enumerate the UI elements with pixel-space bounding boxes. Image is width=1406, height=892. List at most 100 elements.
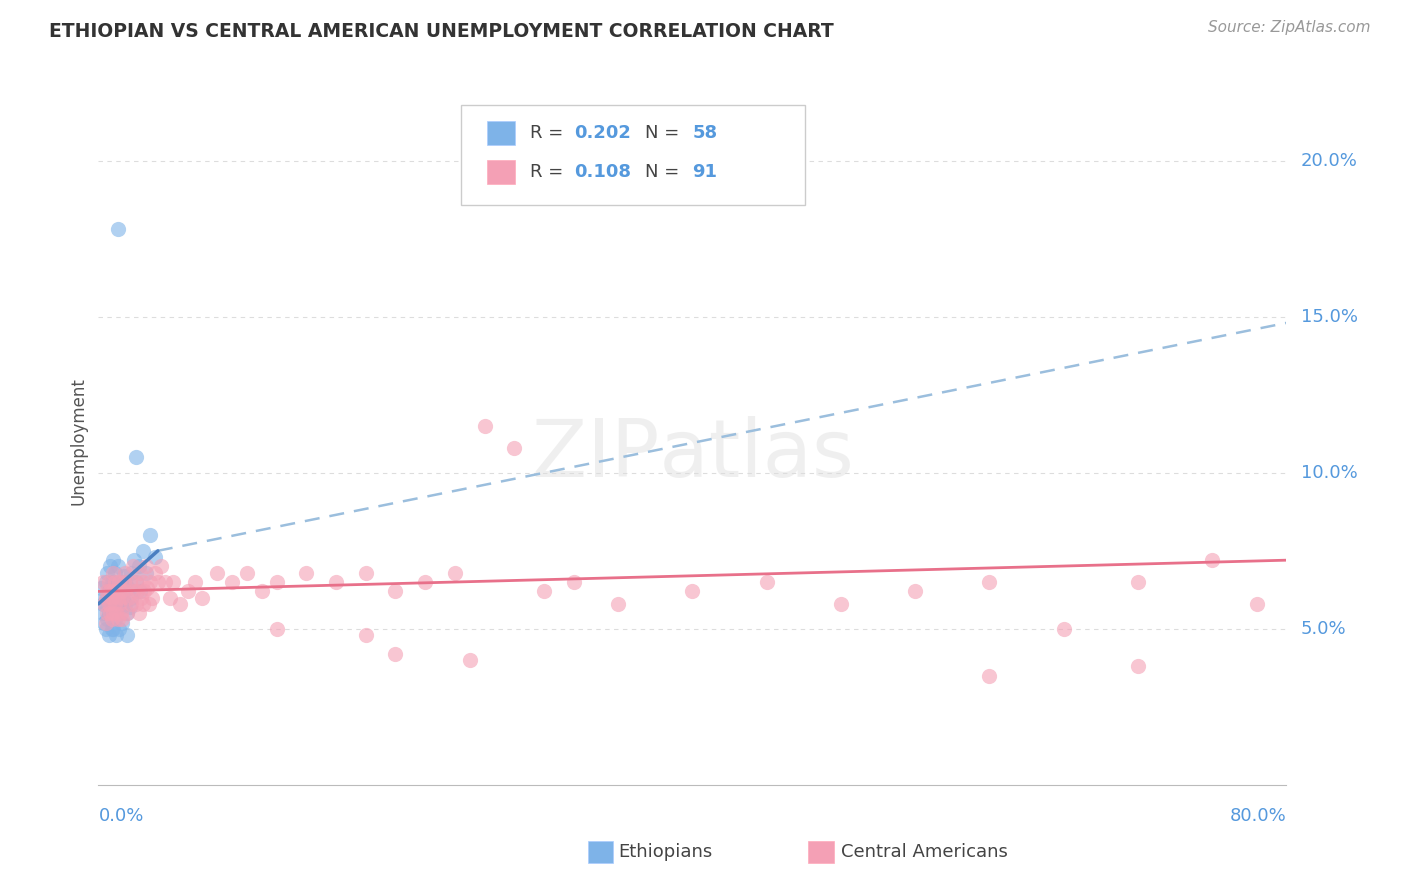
Point xyxy=(354,628,377,642)
Text: 0.202: 0.202 xyxy=(574,124,630,142)
Point xyxy=(1053,622,1076,636)
Point xyxy=(413,574,436,589)
Point xyxy=(205,566,228,580)
Point xyxy=(1126,574,1149,589)
Point xyxy=(97,574,120,589)
Point xyxy=(458,653,481,667)
Text: 80.0%: 80.0% xyxy=(1230,807,1286,825)
Point xyxy=(562,574,585,589)
Point xyxy=(122,553,145,567)
Point xyxy=(120,566,142,580)
Text: N =: N = xyxy=(645,163,685,181)
Point xyxy=(125,584,148,599)
Point xyxy=(136,582,159,596)
Point xyxy=(112,594,135,608)
Point xyxy=(90,582,112,596)
Point xyxy=(681,584,703,599)
Point xyxy=(830,597,852,611)
Point xyxy=(141,591,163,605)
Point xyxy=(107,559,129,574)
Point xyxy=(107,222,129,236)
Point xyxy=(443,566,465,580)
Point xyxy=(121,559,143,574)
Text: Ethiopians: Ethiopians xyxy=(619,843,713,861)
Point xyxy=(124,574,146,589)
Point xyxy=(112,569,135,583)
Point xyxy=(108,597,131,611)
FancyBboxPatch shape xyxy=(486,160,516,184)
Point xyxy=(94,574,117,589)
Point xyxy=(184,574,207,589)
Point xyxy=(101,591,124,605)
Point xyxy=(96,607,118,621)
Point xyxy=(221,574,243,589)
Point xyxy=(503,441,526,455)
Point xyxy=(191,591,214,605)
Point xyxy=(134,584,156,599)
Point xyxy=(91,574,114,589)
Point xyxy=(101,613,124,627)
Point xyxy=(138,597,160,611)
Text: R =: R = xyxy=(530,124,568,142)
Point xyxy=(96,584,118,599)
Point xyxy=(111,613,134,627)
Point xyxy=(93,615,115,630)
Point xyxy=(105,607,128,621)
Point xyxy=(112,574,135,589)
Point xyxy=(384,584,406,599)
Point xyxy=(110,574,132,589)
Point xyxy=(108,574,131,589)
Point xyxy=(904,584,927,599)
Point xyxy=(110,584,132,599)
Point xyxy=(266,622,288,636)
Point xyxy=(110,599,132,614)
Text: 0.108: 0.108 xyxy=(574,163,631,181)
Point xyxy=(979,574,1001,589)
Point xyxy=(111,591,134,605)
Point xyxy=(91,597,114,611)
Point xyxy=(236,566,259,580)
Point xyxy=(97,628,120,642)
Point xyxy=(607,597,630,611)
Point xyxy=(97,584,120,599)
Point xyxy=(101,622,124,636)
Point xyxy=(122,584,145,599)
Text: R =: R = xyxy=(530,163,568,181)
Text: 58: 58 xyxy=(692,124,717,142)
Point xyxy=(96,591,118,605)
Point xyxy=(97,607,120,621)
Y-axis label: Unemployment: Unemployment xyxy=(69,377,87,506)
Point xyxy=(115,607,138,621)
Point xyxy=(98,599,121,614)
Point xyxy=(384,647,406,661)
Point xyxy=(104,566,127,580)
Point xyxy=(117,582,139,596)
Point xyxy=(132,574,155,589)
Point xyxy=(96,613,118,627)
Point xyxy=(474,418,496,433)
Point xyxy=(132,597,155,611)
Point xyxy=(114,597,136,611)
Point xyxy=(114,566,136,580)
Point xyxy=(132,543,155,558)
Point xyxy=(103,597,125,611)
Point xyxy=(149,559,172,574)
Point xyxy=(1201,553,1223,567)
Point xyxy=(103,622,125,636)
Point xyxy=(103,607,125,621)
Point xyxy=(266,574,288,589)
Point xyxy=(103,584,125,599)
Point xyxy=(107,584,129,599)
Point xyxy=(94,591,117,605)
Point xyxy=(120,597,142,611)
Point xyxy=(101,574,124,589)
Point xyxy=(103,574,125,589)
Point xyxy=(325,574,347,589)
Point xyxy=(1246,597,1268,611)
Point xyxy=(115,607,138,621)
FancyBboxPatch shape xyxy=(461,105,806,204)
Point xyxy=(111,615,134,630)
Point xyxy=(354,566,377,580)
Point xyxy=(93,591,115,605)
Text: 20.0%: 20.0% xyxy=(1301,152,1358,169)
